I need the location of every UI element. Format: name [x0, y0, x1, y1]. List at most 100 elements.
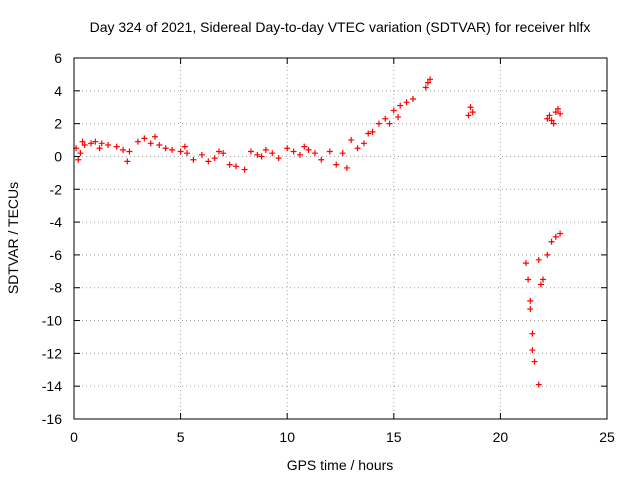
y-tick-label: 4 — [54, 83, 62, 99]
y-axis-label: SDTVAR / TECUs — [5, 182, 21, 294]
data-point — [397, 102, 404, 109]
data-point — [354, 145, 361, 152]
y-tick-label: -4 — [50, 214, 63, 230]
data-point — [348, 137, 355, 144]
data-point — [105, 141, 112, 148]
data-point — [339, 150, 346, 157]
data-point — [365, 130, 372, 137]
data-point — [215, 148, 222, 155]
data-point — [156, 141, 163, 148]
x-tick-label: 25 — [599, 429, 615, 445]
data-point — [75, 156, 82, 163]
data-point — [311, 150, 318, 157]
data-point — [544, 115, 551, 122]
data-point — [134, 138, 141, 145]
data-point — [360, 140, 367, 147]
data-point — [126, 148, 133, 155]
data-point — [205, 158, 212, 165]
y-tick-label: 0 — [54, 148, 62, 164]
data-point — [424, 79, 431, 86]
data-point — [403, 99, 410, 106]
y-tick-label: 6 — [54, 50, 62, 66]
data-point — [241, 166, 248, 173]
data-point — [382, 115, 389, 122]
data-point — [531, 358, 538, 365]
y-tick-label: -2 — [50, 181, 63, 197]
x-tick-label: 15 — [386, 429, 402, 445]
data-point — [226, 161, 233, 168]
data-point — [369, 128, 376, 135]
axis-ticks: 0 5 10 15 20 25 -16 -14 -12 -10 -8 -6 -4 -2 0 2 4 6 — [42, 50, 615, 445]
data-point — [169, 146, 176, 153]
data-point — [527, 297, 534, 304]
data-point — [305, 146, 312, 153]
data-point — [557, 230, 564, 237]
data-point — [290, 148, 297, 155]
x-tick-label: 0 — [70, 429, 78, 445]
data-point — [147, 140, 154, 147]
data-point — [409, 96, 416, 103]
data-point — [77, 150, 84, 157]
y-tick-label: -8 — [50, 280, 63, 296]
data-point — [275, 155, 282, 162]
y-tick-label: -10 — [42, 313, 62, 329]
data-point — [181, 143, 188, 150]
data-point — [92, 138, 99, 145]
plot-frame — [73, 57, 608, 420]
data-point — [269, 150, 276, 157]
data-point — [544, 251, 551, 258]
data-point — [198, 151, 205, 158]
data-point — [535, 256, 542, 263]
data-point — [152, 133, 159, 140]
data-point — [88, 140, 95, 147]
data-point — [343, 164, 350, 171]
data-point — [537, 281, 544, 288]
data-point — [548, 238, 555, 245]
data-point — [395, 114, 402, 121]
data-point — [427, 76, 434, 83]
data-point — [233, 163, 240, 170]
data-point — [552, 109, 559, 116]
data-point — [96, 145, 103, 152]
data-point — [113, 143, 120, 150]
y-tick-label: -16 — [42, 411, 62, 427]
data-point — [124, 158, 131, 165]
y-tick-label: -14 — [42, 378, 62, 394]
data-point — [120, 146, 127, 153]
data-point — [375, 120, 382, 127]
data-point — [390, 107, 397, 114]
x-tick-label: 20 — [493, 429, 509, 445]
data-point — [81, 141, 88, 148]
y-tick-label: -12 — [42, 345, 62, 361]
data-point — [333, 161, 340, 168]
data-point — [296, 151, 303, 158]
data-point — [211, 155, 218, 162]
data-point — [141, 135, 148, 142]
data-point — [548, 117, 555, 124]
data-point — [284, 145, 291, 152]
data-point — [183, 150, 190, 157]
x-tick-label: 5 — [177, 429, 185, 445]
data-point — [220, 150, 227, 157]
data-point — [301, 143, 308, 150]
data-point — [258, 153, 265, 160]
data-point — [162, 145, 169, 152]
x-tick-label: 10 — [279, 429, 295, 445]
data-point — [190, 156, 197, 163]
data-point — [546, 112, 553, 119]
data-point — [522, 260, 529, 267]
data-point — [465, 112, 472, 119]
data-point — [98, 140, 105, 147]
data-point — [254, 151, 261, 158]
data-point — [529, 347, 536, 354]
data-point — [540, 276, 547, 283]
data-point — [552, 233, 559, 240]
data-point — [386, 120, 393, 127]
data-point — [79, 138, 86, 145]
chart-title: Day 324 of 2021, Sidereal Day-to-day VTE… — [90, 19, 591, 35]
data-point — [529, 330, 536, 337]
data-point — [527, 306, 534, 313]
data-point — [557, 110, 564, 117]
data-point — [326, 148, 333, 155]
